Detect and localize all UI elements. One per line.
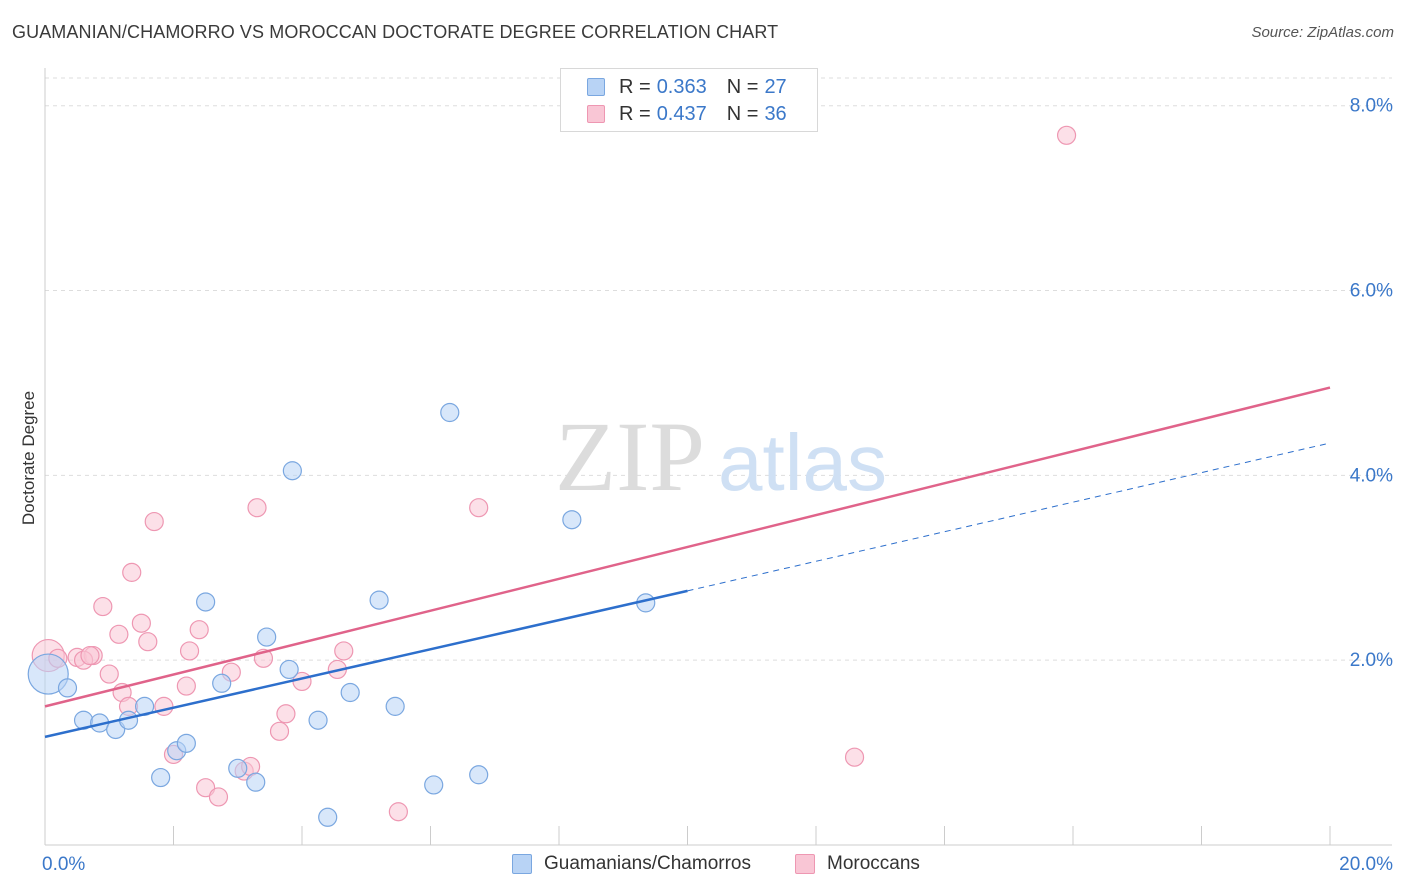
gridlines [45,77,1392,661]
data-point[interactable] [131,613,151,633]
data-point[interactable] [122,562,142,582]
data-point[interactable] [144,511,164,532]
guamanians-points [27,402,656,827]
data-point[interactable] [196,778,216,798]
y-tick-label: 4.0% [1350,465,1393,486]
bottom-legend-moroccans[interactable]: Moroccans [795,852,920,876]
legend-row-guamanians: R = 0.363 N = 27 [587,74,787,100]
data-point[interactable] [562,510,582,530]
data-point[interactable] [57,678,78,698]
data-point[interactable] [334,641,354,661]
data-point[interactable] [279,659,299,680]
data-point[interactable] [138,632,158,652]
legend-n-label: N = [726,75,759,98]
trend-line-blue [44,589,688,739]
correlation-legend: R = 0.363 N = 27 R = 0.437 N = 36 [560,68,818,132]
data-point[interactable] [469,498,489,518]
data-point[interactable] [257,627,277,647]
tick-labels: 2.0% 4.0% 6.0% 8.0% 0.0% 20.0% [42,96,1393,875]
bottom-legend-label: Guamanians/Chamorros [544,853,751,874]
bottom-legend-guamanians[interactable]: Guamanians/Chamorros [512,852,751,876]
moroccans-points [31,125,1077,822]
data-point[interactable] [176,733,196,753]
data-point[interactable] [1056,125,1077,145]
data-point[interactable] [80,645,100,666]
trend-line-pink [44,386,1331,708]
legend-row-moroccans: R = 0.437 N = 36 [587,101,787,127]
data-point[interactable] [282,461,302,481]
axes [44,68,1392,846]
x-tick-label: 20.0% [1339,854,1393,875]
legend-n-label: N = [726,102,759,125]
data-point[interactable] [269,721,290,741]
y-tick-label: 6.0% [1350,281,1393,302]
bottom-legend-swatch-blue [512,854,532,874]
x-tick-label: 0.0% [42,854,85,875]
watermark-zip: ZIP [555,401,705,512]
data-point[interactable] [27,653,69,695]
data-point[interactable] [388,802,408,822]
data-point[interactable] [844,747,865,767]
trend-lines [44,386,1331,739]
source-label: Source: ZipAtlas.com [1251,24,1394,41]
chart-title: GUAMANIAN/CHAMORRO VS MOROCCAN DOCTORATE… [12,22,779,42]
legend-r-label: R = [619,75,651,98]
watermark: ZIP atlas [555,401,887,512]
data-point[interactable] [318,807,338,827]
data-point[interactable] [212,673,232,693]
legend-n-value: 36 [764,102,787,125]
data-point[interactable] [189,620,209,640]
legend-r-value: 0.437 [656,102,707,125]
legend-swatch-blue [587,78,605,96]
legend-swatch-pink [587,105,605,123]
data-point[interactable] [109,624,129,644]
data-point[interactable] [208,787,229,807]
legend-r-value: 0.363 [656,75,707,98]
data-point[interactable] [196,592,216,612]
data-point[interactable] [440,402,460,423]
bottom-legend-label: Moroccans [827,853,920,874]
data-point[interactable] [276,704,296,724]
legend-r-label: R = [619,102,651,125]
watermark-atlas: atlas [718,418,887,507]
data-point[interactable] [176,676,196,696]
data-point[interactable] [247,498,267,518]
data-point[interactable] [228,758,248,778]
data-point[interactable] [246,772,266,792]
data-point[interactable] [369,590,389,610]
bottom-legend-swatch-pink [795,854,815,874]
data-point[interactable] [424,775,444,795]
data-point[interactable] [154,696,174,716]
data-point[interactable] [340,682,360,703]
y-tick-label: 2.0% [1350,650,1393,671]
y-axis-label: Doctorate Degree [19,391,38,525]
data-point[interactable] [151,767,171,788]
y-tick-label: 8.0% [1350,96,1393,117]
data-point[interactable] [469,765,489,785]
legend-n-value: 27 [764,75,787,98]
data-point[interactable] [93,596,113,617]
data-point[interactable] [385,696,405,716]
data-point[interactable] [308,710,328,730]
data-point[interactable] [99,664,119,684]
data-point[interactable] [179,641,200,661]
